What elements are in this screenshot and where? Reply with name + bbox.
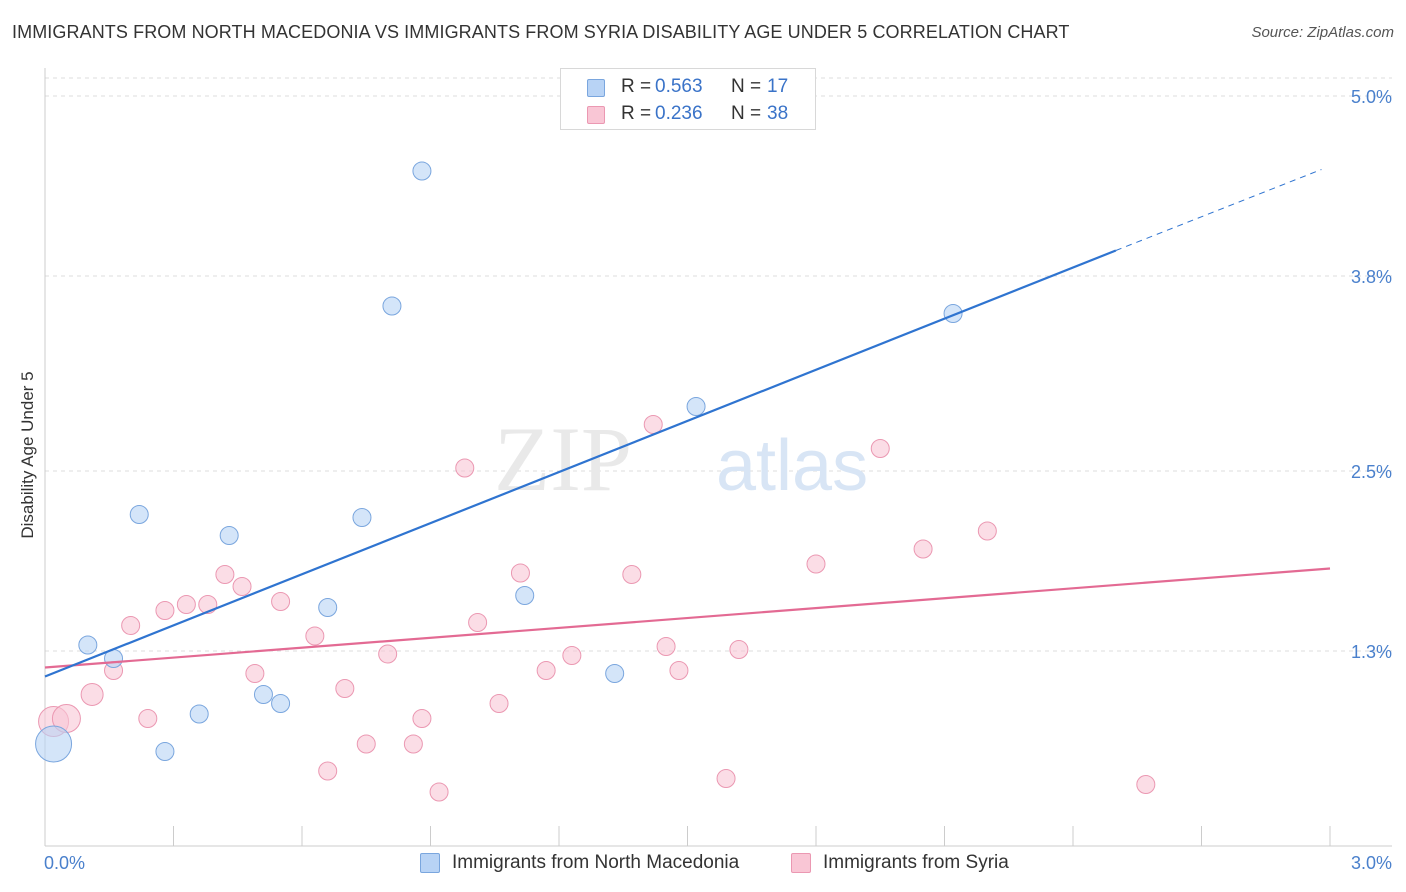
y-tick-label: 2.5% bbox=[1351, 462, 1392, 482]
x-tick-label: 0.0% bbox=[44, 853, 85, 873]
y-tick-label: 5.0% bbox=[1351, 87, 1392, 107]
y-tick-label: 3.8% bbox=[1351, 267, 1392, 287]
macedonia-point bbox=[605, 664, 625, 683]
macedonia-point bbox=[271, 694, 291, 713]
syria-point bbox=[622, 565, 642, 584]
chart-title: IMMIGRANTS FROM NORTH MACEDONIA VS IMMIG… bbox=[12, 22, 1070, 42]
legend-swatch-pink bbox=[587, 106, 605, 124]
syria-point bbox=[215, 565, 235, 584]
macedonia-point bbox=[219, 526, 239, 545]
macedonia-point bbox=[253, 685, 273, 704]
syria-point bbox=[271, 592, 291, 611]
syria-point bbox=[378, 644, 398, 664]
macedonia-point bbox=[129, 505, 149, 524]
legend-r-value: 0.236 bbox=[655, 103, 703, 124]
syria-point bbox=[232, 577, 252, 596]
legend-r-label: R = bbox=[621, 103, 652, 124]
macedonia-trend-extension bbox=[1115, 169, 1322, 251]
syria-point bbox=[455, 458, 475, 478]
macedonia-point bbox=[352, 508, 372, 527]
y-tick-label: 1.3% bbox=[1351, 642, 1392, 662]
bottom-legend-label-macedonia: Immigrants from North Macedonia bbox=[452, 852, 740, 873]
syria-point bbox=[510, 563, 530, 583]
syria-point bbox=[412, 709, 432, 728]
syria-point bbox=[489, 694, 509, 713]
macedonia-trend-line bbox=[44, 249, 1117, 678]
macedonia-point bbox=[35, 725, 73, 763]
x-tick-label: 3.0% bbox=[1351, 853, 1392, 873]
syria-point bbox=[1136, 775, 1156, 794]
syria-points bbox=[38, 415, 1156, 802]
source-label: Source: ZipAtlas.com bbox=[1251, 24, 1394, 41]
watermark: ZIP atlas bbox=[494, 408, 868, 510]
gridlines bbox=[45, 77, 1392, 652]
macedonia-point bbox=[155, 742, 175, 761]
bottom-legend-swatch-pink bbox=[791, 853, 811, 873]
legend-r-label: R = bbox=[621, 76, 652, 97]
macedonia-point bbox=[78, 635, 98, 655]
bottom-legend-swatch-blue bbox=[420, 853, 440, 873]
legend-swatch-blue bbox=[587, 79, 605, 97]
syria-point bbox=[138, 709, 158, 728]
macedonia-point bbox=[382, 296, 402, 316]
legend-n-value: 38 bbox=[767, 103, 789, 124]
syria-point bbox=[335, 679, 355, 698]
syria-point bbox=[656, 637, 676, 656]
syria-point bbox=[403, 734, 423, 754]
syria-point bbox=[716, 769, 736, 788]
watermark-zip: ZIP bbox=[494, 408, 632, 510]
syria-point bbox=[870, 439, 890, 458]
bottom-legend-label-syria: Immigrants from Syria bbox=[823, 852, 1009, 873]
macedonia-point bbox=[412, 161, 432, 181]
syria-point bbox=[729, 640, 749, 659]
syria-point bbox=[913, 539, 933, 559]
legend-n-label: N = bbox=[731, 103, 762, 124]
syria-point bbox=[155, 601, 175, 620]
syria-point bbox=[468, 613, 488, 632]
stats-legend: R = 0.563 N = 17 R = 0.236 N = 38 bbox=[560, 68, 816, 130]
syria-point bbox=[305, 626, 325, 646]
syria-point bbox=[318, 761, 338, 781]
syria-point bbox=[245, 664, 265, 683]
macedonia-points bbox=[35, 161, 963, 763]
syria-trend-line bbox=[44, 567, 1331, 669]
watermark-atlas: atlas bbox=[716, 426, 868, 506]
macedonia-point bbox=[189, 704, 209, 724]
syria-point bbox=[356, 734, 376, 754]
syria-point bbox=[806, 554, 826, 574]
syria-point bbox=[562, 646, 582, 665]
macedonia-point bbox=[515, 586, 535, 605]
syria-point bbox=[176, 595, 196, 614]
legend-n-label: N = bbox=[731, 76, 762, 97]
syria-point bbox=[429, 782, 449, 802]
syria-point bbox=[80, 683, 104, 706]
syria-point bbox=[643, 415, 663, 434]
syria-point bbox=[669, 661, 689, 680]
macedonia-point bbox=[318, 598, 338, 617]
legend-n-value: 17 bbox=[767, 76, 789, 97]
legend-r-value: 0.563 bbox=[655, 76, 703, 97]
syria-point bbox=[536, 661, 556, 680]
syria-point bbox=[977, 521, 997, 541]
syria-point bbox=[121, 616, 141, 635]
macedonia-point bbox=[686, 397, 706, 416]
tick-labels: 1.3% 2.5% 3.8% 5.0% 0.0% 3.0% bbox=[44, 87, 1392, 873]
trend-lines bbox=[44, 169, 1331, 678]
